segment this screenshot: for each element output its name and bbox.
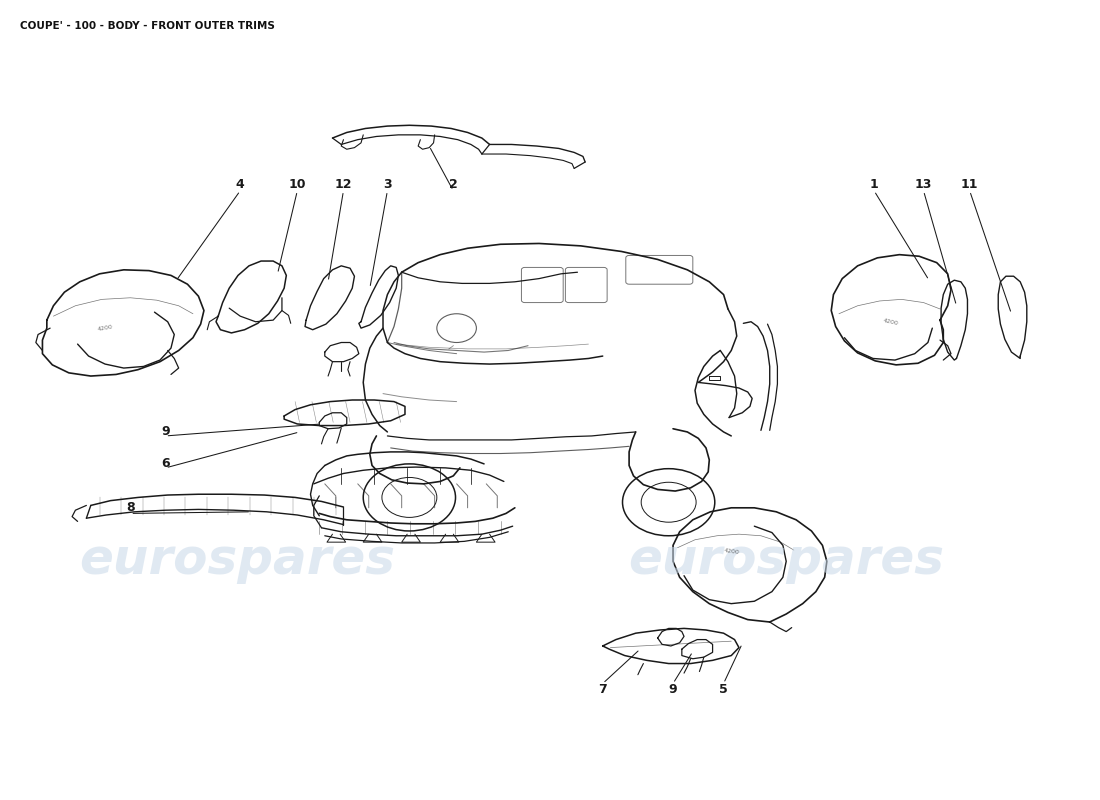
Text: 13: 13	[915, 178, 932, 191]
Text: 12: 12	[334, 178, 352, 191]
Text: 4: 4	[235, 178, 244, 191]
Text: 9: 9	[162, 426, 169, 438]
Text: eurospares: eurospares	[79, 536, 395, 584]
Text: 9: 9	[669, 682, 678, 695]
Text: 7: 7	[598, 682, 607, 695]
Text: COUPE' - 100 - BODY - FRONT OUTER TRIMS: COUPE' - 100 - BODY - FRONT OUTER TRIMS	[21, 21, 275, 30]
Text: 11: 11	[961, 178, 978, 191]
Text: 6: 6	[162, 458, 169, 470]
Text: eurospares: eurospares	[628, 536, 944, 584]
Text: 3: 3	[383, 178, 392, 191]
Text: 8: 8	[126, 502, 134, 514]
Text: 2: 2	[449, 178, 458, 191]
Text: 4200: 4200	[882, 318, 899, 326]
Text: 10: 10	[288, 178, 306, 191]
Text: 1: 1	[870, 178, 879, 191]
Text: 4200: 4200	[97, 324, 113, 332]
Text: 4200: 4200	[723, 548, 739, 555]
Text: 5: 5	[719, 682, 728, 695]
